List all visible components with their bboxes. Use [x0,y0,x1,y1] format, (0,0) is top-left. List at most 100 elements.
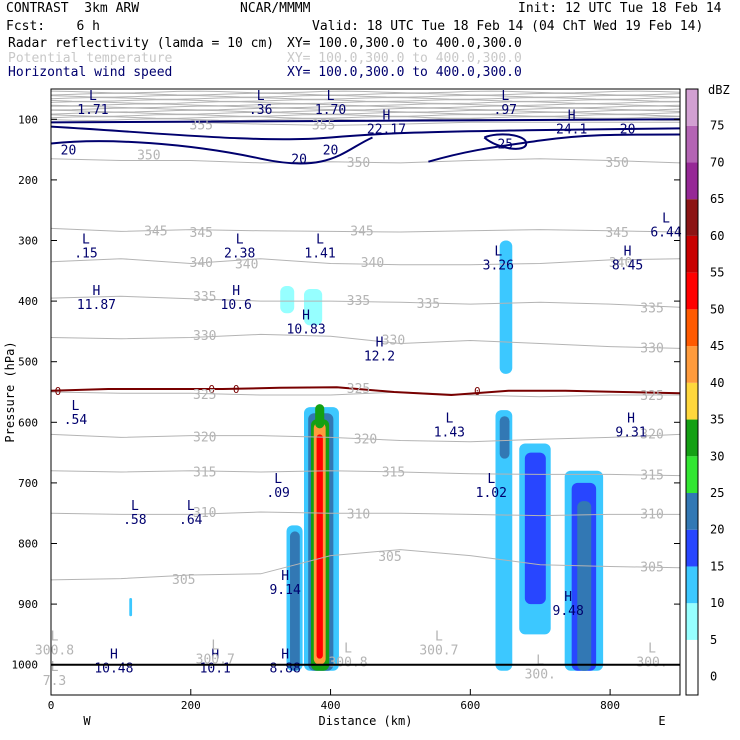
field-label-reflectivity: Radar reflectivity (lamda = 10 cm) [8,36,275,51]
theta-contour-label: 330 [382,333,405,348]
zero-contour-label: 0 [474,385,481,398]
wind-contour-label: 20 [323,144,339,159]
reflectivity-cell [495,410,513,671]
colorbar-label: 50 [710,302,724,316]
colorbar: 0 5 10 15 20 25 30 35 40 45 50 55 60 65 70 75 dBZ [685,83,730,696]
theta-contour-label: 325 [640,389,663,404]
reflectivity-cell [129,598,133,617]
y-tick-label: 200 [18,174,38,187]
field-xy-wind: XY= 100.0,300.0 to 400.0,300.0 [287,65,522,80]
extremum-value: 10.83 [287,322,326,337]
x-tick-label: 400 [321,699,341,712]
extremum-mark: L [536,654,544,669]
reflectivity-cell [524,452,546,605]
colorbar-swatch [686,272,698,310]
theta-contour-label: 355 [190,118,213,133]
colorbar-label: 65 [710,192,724,206]
colorbar-swatch [686,639,698,677]
theta-contour-label: 345 [190,226,213,241]
theta-contour-label: 340 [235,258,258,273]
zero-contour-label: 0 [233,383,240,396]
extremum-value: 300.7 [419,643,458,658]
extremum-value: 9.31 [615,425,646,440]
y-tick-label: 100 [18,113,38,126]
colorbar-swatch [686,419,698,457]
extremum-mark: L [72,399,80,414]
theta-contour-upper [51,107,680,111]
theta-contour-label: 310 [193,506,216,521]
model-title: CONTRAST 3km ARW [6,1,140,16]
theta-contour-label: 315 [193,466,216,481]
field-label-theta: Potential temperature [8,51,173,66]
extremum-mark: L [236,233,244,248]
colorbar-label: 5 [710,633,717,647]
y-tick-label: 600 [18,416,38,429]
colorbar-swatch [686,309,698,347]
colorbar-swatch [686,89,698,126]
colorbar-units: dBZ [708,83,730,97]
colorbar-swatch [686,199,698,236]
extremum-value: 22.17 [367,122,406,137]
colorbar-swatch [686,235,698,273]
extremum-mark: L [445,411,453,426]
theta-contour-label: 310 [347,507,370,522]
field-xy-theta: XY= 100.0,300.0 to 400.0,300.0 [287,51,522,66]
theta-contour-345 [51,227,680,233]
theta-contour-label: 305 [378,550,401,565]
field-label-wind: Horizontal wind speed [8,65,173,80]
theta-contour-upper [51,96,680,100]
extremum-value: 2.38 [224,247,255,262]
colorbar-label: 15 [710,559,724,573]
theta-contour-label: 335 [640,301,663,316]
org-label: NCAR/MMMM [240,1,311,16]
colorbar-label: 55 [710,266,724,280]
extremum-value: 1.71 [77,103,108,118]
reflectivity-cell [315,404,325,429]
extremum-value: 1.43 [434,425,465,440]
y-tick-label: 400 [18,295,38,308]
extremum-value: .15 [74,247,97,262]
colorbar-swatch [686,566,698,604]
reflectivity-cell [499,416,510,459]
extremum-mark: H [624,245,632,260]
theta-contour-350 [51,158,680,164]
extremum-value: .09 [266,486,289,501]
theta-contour-upper [51,116,680,119]
extremum-mark: H [627,411,635,426]
extremum-value: 24.1 [556,122,587,137]
extremum-value: .58 [123,513,146,528]
extremum-value: 300. [525,668,556,683]
extremum-mark: H [211,648,219,663]
theta-contour-label: 350 [347,156,370,171]
colorbar-label: 30 [710,449,724,463]
extremum-mark: H [281,648,289,663]
extremum-value: 9.14 [269,583,300,598]
colorbar-swatch [686,382,698,420]
extremum-mark: H [568,108,576,123]
reflectivity-cell [303,288,323,326]
theta-contour-upper [51,92,680,96]
colorbar-swatch [686,603,698,640]
extremum-value: .36 [249,103,272,118]
extremum-mark: L [487,472,495,487]
reflectivity-layer [129,240,604,671]
colorbar-frame [685,88,699,696]
theta-contour-label: 315 [382,466,405,481]
wind-contour-20-upper [51,125,680,141]
extremum-mark: H [564,590,572,605]
wind-contour-label: 20 [291,153,307,168]
theta-contour-upper [51,94,680,98]
extremum-mark: L [435,629,443,644]
extremum-mark: L [131,499,139,514]
theta-contour-label: 320 [193,430,216,445]
theta-contour-label: 310 [640,507,663,522]
reflectivity-cell [290,531,300,671]
colorbar-label: 60 [710,229,724,243]
extremum-value: 300.8 [328,656,367,671]
colorbar-label: 40 [710,376,724,390]
x-tick-label: 0 [48,699,55,712]
x-tick-label: 800 [600,699,620,712]
colorbar-swatch [686,493,698,530]
extremum-mark: L [501,89,509,104]
